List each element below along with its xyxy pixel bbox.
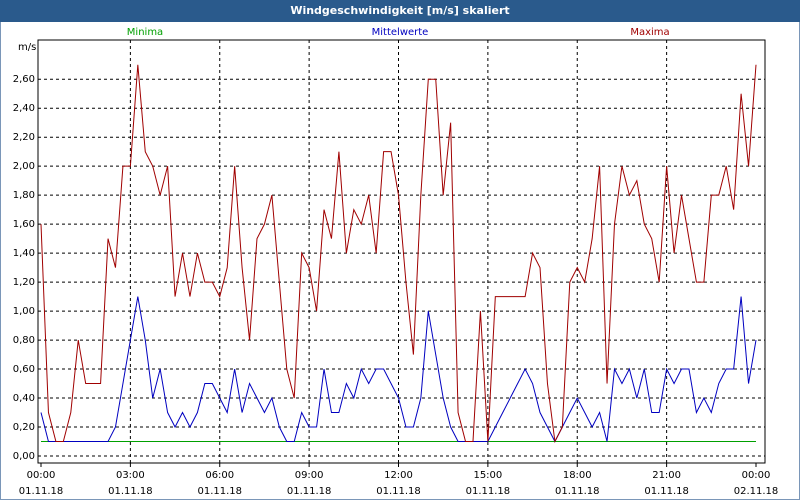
x-tick-label: 06:00 [205,470,234,481]
x-tick-label: 18:00 [563,470,592,481]
y-tick-label: 0,60 [13,364,35,375]
legend-entry: Mittelwerte [372,27,429,38]
y-tick-label: 2,60 [13,74,35,85]
chart-title: Windgeschwindigkeit [m/s] skaliert [290,4,509,17]
y-tick-label: 2,40 [13,103,35,114]
x-tick-date: 01.11.18 [197,486,242,497]
x-tick-date: 01.11.18 [644,486,689,497]
y-tick-label: 1,20 [13,277,35,288]
x-tick-date: 01.11.18 [108,486,153,497]
x-tick-date: 01.11.18 [19,486,64,497]
x-tick-label: 00:00 [742,470,771,481]
y-tick-label: 1,40 [13,248,35,259]
y-tick-label: 1,60 [13,219,35,230]
y-tick-label: 0,80 [13,335,35,346]
legend-entry: Maxima [630,27,669,38]
x-tick-label: 12:00 [384,470,413,481]
y-tick-label: 0,40 [13,393,35,404]
x-tick-label: 03:00 [116,470,145,481]
title-bar [0,0,800,22]
x-tick-label: 15:00 [473,470,502,481]
y-tick-label: 2,00 [13,161,35,172]
series-line [40,64,757,444]
x-tick-label: 00:00 [27,470,56,481]
legend-entry: Minima [127,27,163,38]
x-tick-date: 01.11.18 [376,486,421,497]
x-tick-label: 21:00 [652,470,681,481]
x-tick-date: 01.11.18 [466,486,511,497]
series-line [40,296,757,443]
y-tick-label: 0,20 [13,422,35,433]
x-tick-date: 02.11.18 [734,486,779,497]
x-tick-label: 09:00 [295,470,324,481]
plot-frame [37,39,766,464]
y-tick-label: 0,00 [13,451,35,462]
x-tick-date: 01.11.18 [287,486,332,497]
x-tick-date: 01.11.18 [555,486,600,497]
y-tick-label: 1,00 [13,306,35,317]
y-tick-label: 2,20 [13,132,35,143]
y-tick-label: 1,80 [13,190,35,201]
y-unit: m/s [18,42,36,53]
